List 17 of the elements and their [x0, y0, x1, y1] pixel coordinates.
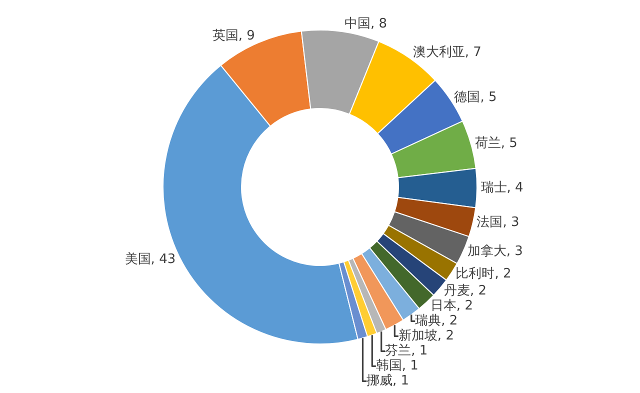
slice-label: 瑞典, 2	[415, 314, 458, 329]
slice-label: 日本, 2	[430, 298, 473, 314]
slice-label: 丹麦, 2	[444, 284, 487, 299]
slice-label: 挪威, 1	[366, 374, 410, 389]
slice-label: 新加坡, 2	[398, 328, 454, 344]
slice-label: 芬兰, 1	[385, 344, 428, 359]
slice-label: 美国, 43	[124, 250, 176, 267]
slice-label: 荷兰, 5	[474, 136, 518, 152]
slice-label: 澳大利亚, 7	[412, 45, 482, 60]
slice-label: 英国, 9	[212, 28, 255, 44]
slice-label: 法国, 3	[476, 215, 520, 230]
slice-label: 中国, 8	[344, 16, 388, 32]
slice-label: 韩国, 1	[376, 358, 418, 374]
slice-label: 加拿大, 3	[467, 244, 523, 260]
slice-label: 比利时, 2	[456, 266, 512, 282]
slice-label: 瑞士, 4	[480, 180, 524, 196]
slice-label: 德国, 5	[454, 90, 497, 105]
